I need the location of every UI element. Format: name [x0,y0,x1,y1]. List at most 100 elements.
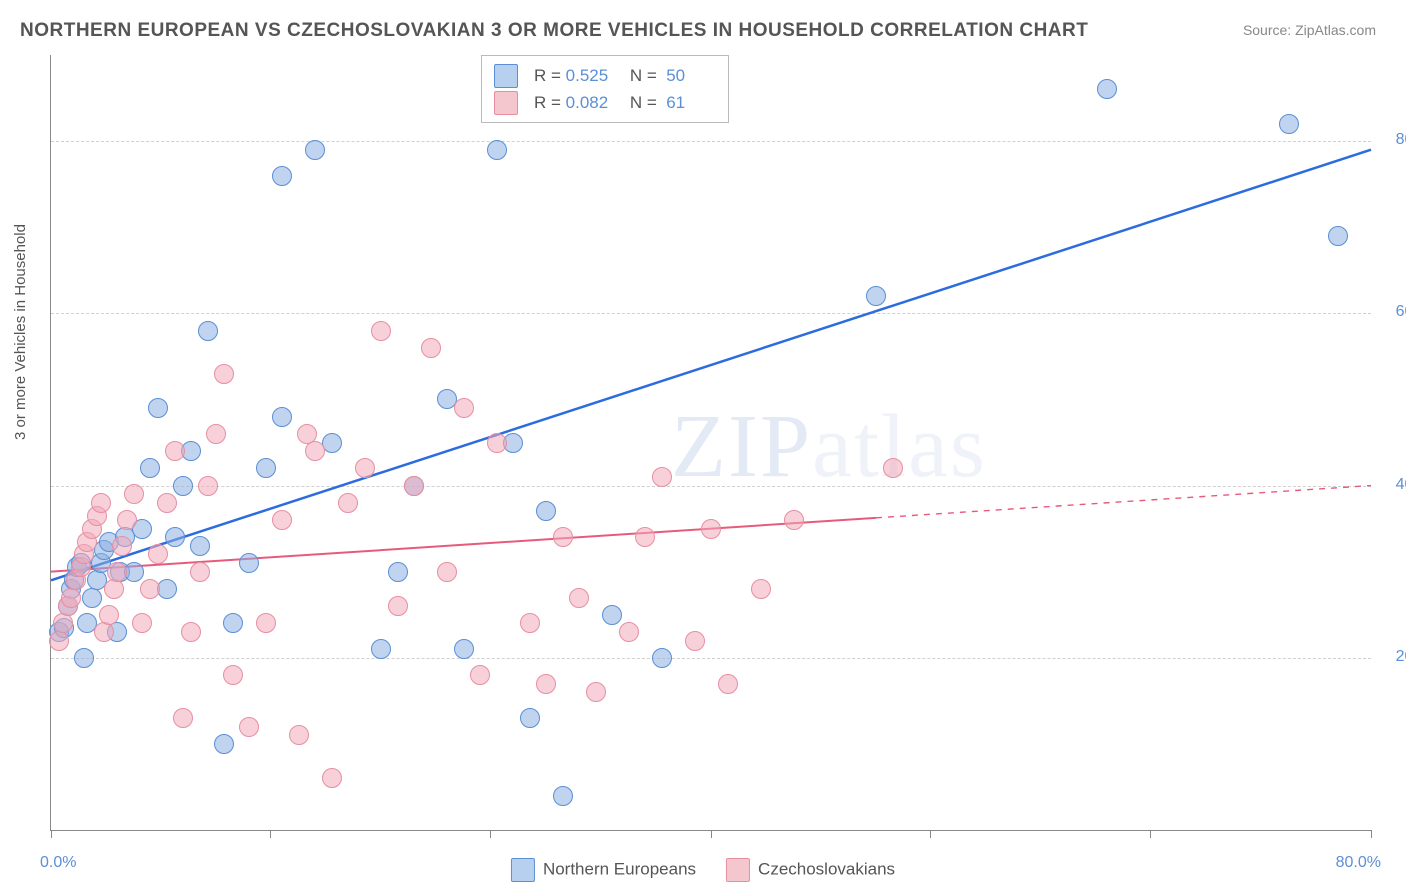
trendlines-layer [51,55,1371,830]
data-point [61,588,81,608]
data-point [256,458,276,478]
data-point [82,588,102,608]
data-point [289,725,309,745]
data-point [701,519,721,539]
correlation-text: R = 0.525 N = 50 [534,62,716,89]
correlation-row: R = 0.082 N = 61 [494,89,716,116]
data-point [223,665,243,685]
data-point [272,407,292,427]
data-point [536,501,556,521]
correlation-row: R = 0.525 N = 50 [494,62,716,89]
legend-label: Northern Europeans [543,859,696,878]
data-point [140,458,160,478]
legend-label: Czechoslovakians [758,859,895,878]
y-tick-label: 80.0% [1381,131,1406,149]
plot-area: ZIPatlas 20.0%40.0%60.0%80.0% R = 0.525 … [50,55,1371,831]
data-point [1328,226,1348,246]
data-point [157,493,177,513]
data-point [272,510,292,530]
data-point [173,708,193,728]
data-point [388,562,408,582]
data-point [305,140,325,160]
data-point [190,536,210,556]
data-point [652,467,672,487]
data-point [239,553,259,573]
data-point [586,682,606,702]
y-axis-label: 3 or more Vehicles in Household [12,224,29,440]
data-point [520,613,540,633]
data-point [53,613,73,633]
data-point [454,398,474,418]
data-point [371,639,391,659]
data-point [305,441,325,461]
legend-item: Czechoslovakians [726,858,895,882]
data-point [718,674,738,694]
correlation-text: R = 0.082 N = 61 [534,89,716,116]
chart-title: NORTHERN EUROPEAN VS CZECHOSLOVAKIAN 3 O… [20,20,1088,42]
data-point [437,562,457,582]
data-point [388,596,408,616]
data-point [322,768,342,788]
legend-swatch [494,64,518,88]
x-tick [711,830,712,838]
legend-swatch [726,858,750,882]
legend-swatch [494,91,518,115]
data-point [883,458,903,478]
data-point [404,476,424,496]
data-point [198,321,218,341]
data-point [165,441,185,461]
data-point [190,562,210,582]
data-point [470,665,490,685]
data-point [148,398,168,418]
data-point [49,631,69,651]
data-point [1097,79,1117,99]
source-label: Source: ZipAtlas.com [1243,22,1376,38]
x-tick [270,830,271,838]
data-point [619,622,639,642]
data-point [602,605,622,625]
data-point [91,493,111,513]
data-point [866,286,886,306]
series-legend: Northern Europeans Czechoslovakians [511,858,895,882]
data-point [272,166,292,186]
x-tick [490,830,491,838]
data-point [685,631,705,651]
data-point [107,562,127,582]
data-point [140,579,160,599]
x-end-label: 80.0% [1336,854,1381,872]
data-point [553,527,573,547]
data-point [487,433,507,453]
data-point [74,648,94,668]
x-tick [1150,830,1151,838]
y-tick-label: 20.0% [1381,648,1406,666]
data-point [1279,114,1299,134]
data-point [652,648,672,668]
data-point [751,579,771,599]
data-point [206,424,226,444]
data-point [99,605,119,625]
data-point [569,588,589,608]
x-tick [930,830,931,838]
data-point [104,579,124,599]
data-point [553,786,573,806]
data-point [635,527,655,547]
legend-swatch [511,858,535,882]
data-point [239,717,259,737]
data-point [223,613,243,633]
y-tick-label: 40.0% [1381,476,1406,494]
data-point [112,536,132,556]
data-point [165,527,185,547]
data-point [338,493,358,513]
data-point [132,613,152,633]
data-point [173,476,193,496]
trendline-extrapolated [876,486,1371,518]
data-point [214,364,234,384]
trendline [51,150,1371,581]
x-start-label: 0.0% [40,854,76,872]
data-point [256,613,276,633]
data-point [124,484,144,504]
data-point [520,708,540,728]
data-point [371,321,391,341]
data-point [536,674,556,694]
data-point [94,622,114,642]
